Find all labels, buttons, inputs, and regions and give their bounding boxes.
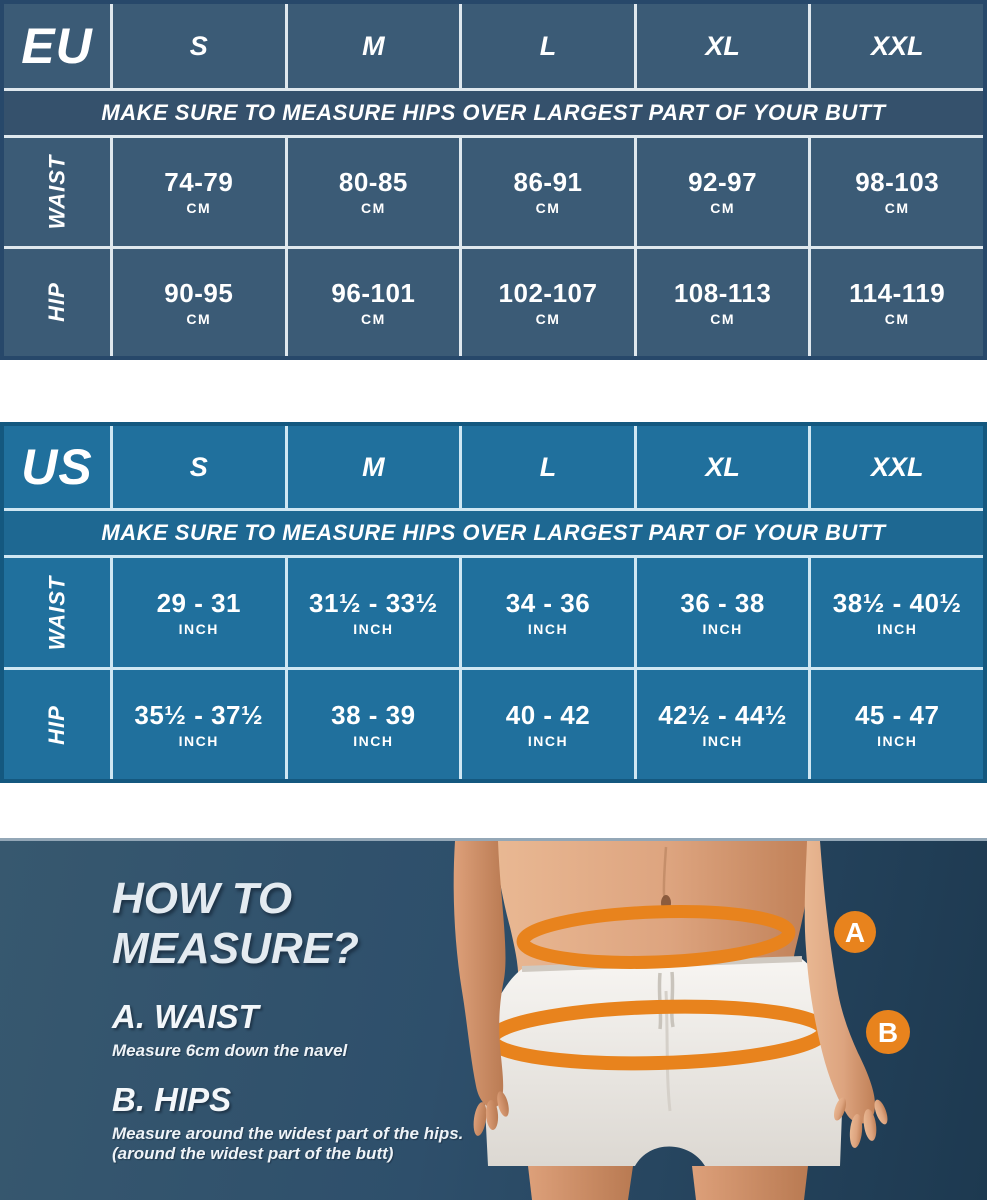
size-header-l: L: [462, 426, 634, 508]
marker-b-badge: [866, 1010, 910, 1054]
hip-value: 40 - 42 INCH: [462, 670, 634, 779]
how-to-measure-panel: A B HOW TO MEASURE? A. WAIST Measure 6cm…: [0, 838, 987, 1200]
how-to-title: HOW TO MEASURE?: [112, 874, 359, 973]
left-arm: [453, 841, 506, 1108]
waist-instruction-text: Measure 6cm down the navel: [112, 1041, 348, 1060]
size-header-xxl: XXL: [811, 426, 983, 508]
size-header-xl: XL: [636, 426, 809, 508]
how-to-text-block: HOW TO MEASURE? A. WAIST Measure 6cm dow…: [112, 874, 463, 1164]
marker-b-label: B: [878, 1017, 898, 1048]
hip-value: 42½ - 44½ INCH: [636, 670, 809, 779]
right-leg: [692, 1166, 808, 1200]
hip-value: 108-113 CM: [636, 248, 809, 356]
row-label-hip: HIP: [4, 248, 110, 356]
us-size-table: US S M L XL XXL MAKE SURE TO MEASURE HIP…: [0, 422, 987, 783]
left-leg: [528, 1166, 633, 1200]
waist-value: 36 - 38 INCH: [636, 558, 809, 667]
hips-instruction-heading: B. HIPS: [112, 1081, 232, 1118]
hip-value: 45 - 47 INCH: [811, 670, 983, 779]
waist-hoop: [516, 905, 796, 969]
eu-size-table: EU S M L XL XXL MAKE SURE TO MEASURE HIP…: [0, 0, 987, 360]
size-header-xxl: XXL: [811, 4, 983, 88]
row-label-waist: WAIST: [4, 138, 110, 246]
measure-note: MAKE SURE TO MEASURE HIPS OVER LARGEST P…: [4, 511, 983, 555]
waist-value: 34 - 36 INCH: [462, 558, 634, 667]
region-label-eu: EU: [4, 4, 110, 88]
size-header-l: L: [462, 4, 634, 88]
hip-value: 35½ - 37½ INCH: [113, 670, 285, 779]
size-header-m: M: [287, 426, 460, 508]
hips-instruction-text2: (around the widest part of the butt): [112, 1144, 394, 1163]
hip-value: 114-119 CM: [811, 248, 983, 356]
region-label-us: US: [4, 426, 110, 508]
size-header-xl: XL: [636, 4, 809, 88]
waist-value: 38½ - 40½ INCH: [811, 558, 983, 667]
measurement-figure: A B: [453, 841, 910, 1200]
waist-value: 98-103 CM: [811, 138, 983, 246]
waist-instruction-heading: A. WAIST: [112, 998, 259, 1035]
row-label-hip: HIP: [4, 670, 110, 779]
waist-value: 86-91 CM: [462, 138, 634, 246]
size-header-s: S: [113, 426, 285, 508]
hip-value: 102-107 CM: [462, 248, 634, 356]
right-arm: [804, 841, 876, 1124]
waist-value: 74-79 CM: [113, 138, 285, 246]
row-label-waist: WAIST: [4, 558, 110, 667]
hip-value: 38 - 39 INCH: [287, 670, 460, 779]
size-header-m: M: [287, 4, 460, 88]
waist-value: 80-85 CM: [287, 138, 460, 246]
hip-value: 90-95 CM: [113, 248, 285, 356]
measure-note: MAKE SURE TO MEASURE HIPS OVER LARGEST P…: [4, 91, 983, 135]
marker-a-label: A: [845, 917, 865, 948]
waist-value: 31½ - 33½ INCH: [287, 558, 460, 667]
size-header-s: S: [113, 4, 285, 88]
waist-value: 29 - 31 INCH: [113, 558, 285, 667]
marker-a-badge: [834, 911, 876, 953]
waist-value: 92-97 CM: [636, 138, 809, 246]
hip-value: 96-101 CM: [287, 248, 460, 356]
hips-instruction-text: Measure around the widest part of the hi…: [112, 1124, 464, 1143]
